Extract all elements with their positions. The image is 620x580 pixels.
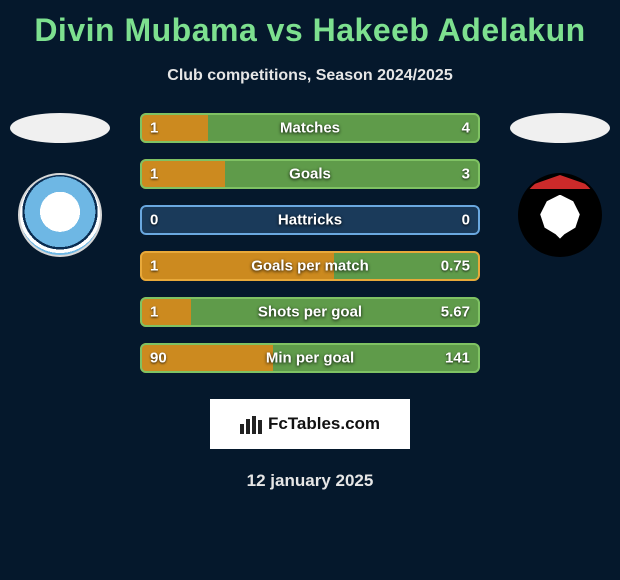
right-club-badge-icon: [518, 173, 602, 257]
stat-value-left: 1: [150, 166, 158, 183]
stat-value-right: 0: [462, 212, 470, 229]
right-player-avatar: [510, 113, 610, 143]
stat-label: Hattricks: [278, 212, 342, 229]
stat-value-right: 3: [462, 166, 470, 183]
footer-date: 12 january 2025: [0, 471, 620, 491]
stat-value-right: 141: [445, 350, 470, 367]
stat-label: Matches: [280, 120, 340, 137]
stat-row: 1 3 Goals: [140, 159, 480, 189]
stat-row: 1 4 Matches: [140, 113, 480, 143]
stat-value-left: 0: [150, 212, 158, 229]
stat-value-right: 4: [462, 120, 470, 137]
right-player-column: [510, 113, 610, 257]
watermark-text: FcTables.com: [268, 414, 380, 434]
stat-label: Shots per goal: [258, 304, 362, 321]
stat-row: 0 0 Hattricks: [140, 205, 480, 235]
stat-value-right: 0.75: [441, 258, 470, 275]
left-player-avatar: [10, 113, 110, 143]
stat-value-left: 90: [150, 350, 167, 367]
stat-label: Goals per match: [251, 258, 369, 275]
stat-bars: 1 4 Matches 1 3 Goals 0 0 Hattricks 1 0.75 Goals pe…: [140, 113, 480, 389]
stat-bar-left: [140, 297, 191, 327]
stat-row: 90 141 Min per goal: [140, 343, 480, 373]
stat-value-left: 1: [150, 120, 158, 137]
bar-chart-icon: [240, 414, 262, 434]
stat-value-left: 1: [150, 304, 158, 321]
stat-label: Min per goal: [266, 350, 354, 367]
stat-row: 1 5.67 Shots per goal: [140, 297, 480, 327]
subtitle: Club competitions, Season 2024/2025: [0, 67, 620, 85]
stat-value-right: 5.67: [441, 304, 470, 321]
page-title: Divin Mubama vs Hakeeb Adelakun: [0, 0, 620, 49]
left-player-column: [10, 113, 110, 257]
left-club-badge-icon: [18, 173, 102, 257]
stat-bar-right: [225, 159, 480, 189]
stat-value-left: 1: [150, 258, 158, 275]
comparison-panel: 1 4 Matches 1 3 Goals 0 0 Hattricks 1 0.75 Goals pe…: [0, 113, 620, 373]
stat-label: Goals: [289, 166, 331, 183]
stat-row: 1 0.75 Goals per match: [140, 251, 480, 281]
lion-icon: [538, 195, 582, 239]
watermark: FcTables.com: [210, 399, 410, 449]
stat-bar-right: [208, 113, 480, 143]
